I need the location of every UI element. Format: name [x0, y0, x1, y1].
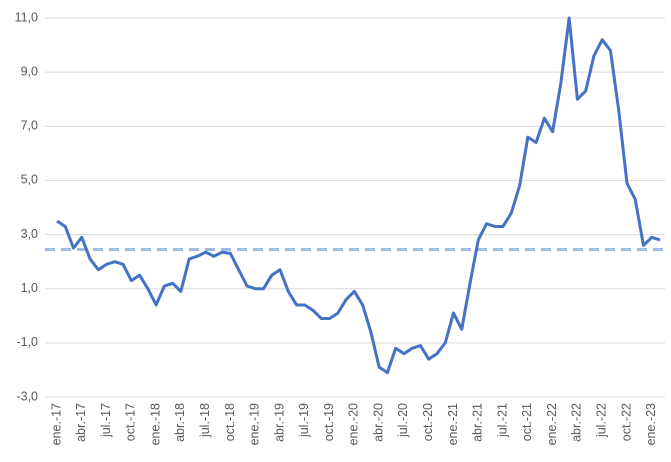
x-tick-label: abr.-19 [272, 403, 286, 442]
x-tick-label: ene.-18 [148, 403, 162, 445]
x-tick-label: jul.-22 [594, 403, 608, 438]
x-tick-label: oct.-19 [322, 403, 336, 441]
x-tick-label: jul.-19 [297, 403, 311, 438]
x-tick-label: oct.-17 [124, 403, 138, 441]
x-tick-label: ene.-21 [446, 403, 460, 445]
x-tick-label: oct.-21 [520, 403, 534, 441]
x-tick-label: jul.-20 [396, 403, 410, 438]
x-tick-label: abr.-17 [74, 403, 88, 442]
x-tick-label: abr.-22 [570, 403, 584, 442]
x-tick-label: abr.-20 [371, 403, 385, 442]
x-tick-label: abr.-18 [173, 403, 187, 442]
x-tick-label: oct.-18 [223, 403, 237, 441]
x-tick-label: jul.-18 [198, 403, 212, 438]
x-tick-label: ene.-22 [545, 403, 559, 445]
y-tick-label: 1,0 [21, 281, 38, 295]
y-tick-label: 5,0 [21, 173, 38, 187]
y-tick-label: 7,0 [21, 119, 38, 133]
x-tick-label: ene.-17 [49, 403, 63, 445]
x-tick-label: abr.-21 [471, 403, 485, 442]
y-tick-label: -1,0 [16, 335, 38, 349]
data-line [56, 16, 661, 375]
x-tick-label: oct.-22 [619, 403, 633, 441]
y-tick-label: 3,0 [21, 227, 38, 241]
x-tick-label: jul.-17 [99, 403, 113, 438]
y-tick-label: -3,0 [16, 389, 38, 403]
y-tick-label: 11,0 [15, 10, 38, 24]
x-tick-label: ene.-23 [644, 403, 658, 445]
x-tick-label: ene.-19 [248, 403, 262, 445]
x-tick-label: ene.-20 [347, 403, 361, 445]
y-tick-label: 9,0 [21, 64, 38, 78]
x-tick-label: oct.-20 [421, 403, 435, 441]
x-tick-label: jul.-21 [495, 403, 509, 438]
